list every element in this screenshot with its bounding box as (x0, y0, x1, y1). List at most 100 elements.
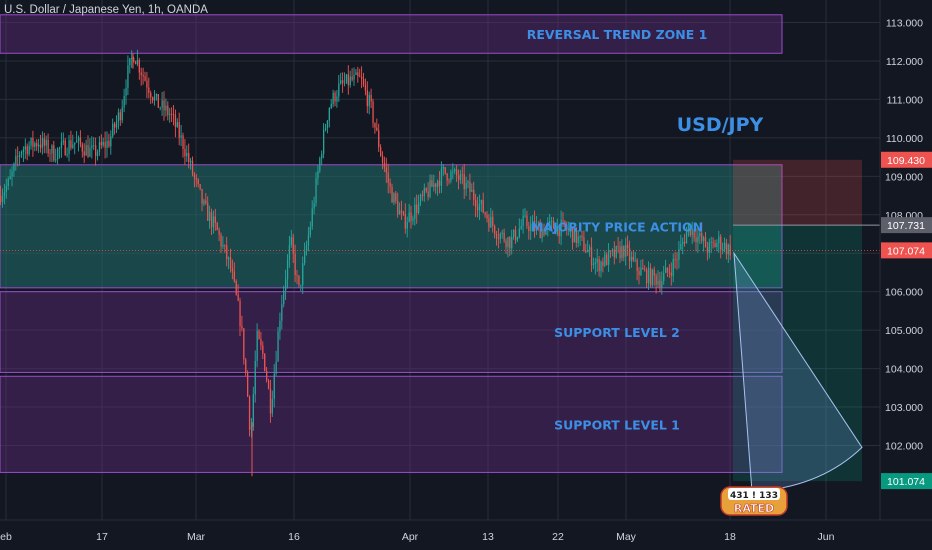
candle-body (62, 140, 64, 143)
candle-body (47, 139, 49, 154)
candle-body (625, 244, 627, 257)
price-badges: 109.430 107.731 107.074 101.074 (881, 151, 932, 490)
candle-body (541, 229, 543, 239)
candle-body (547, 223, 549, 228)
candle-body (91, 145, 93, 148)
candle-body (169, 114, 171, 116)
candle-body (619, 246, 621, 259)
candle-body (210, 212, 213, 228)
candle-body (581, 235, 583, 238)
candle-body (108, 140, 110, 147)
candle-body (0, 195, 2, 203)
candle-body (383, 162, 386, 168)
candle-body (706, 247, 709, 253)
candle-body (209, 212, 211, 221)
candle-body (144, 76, 146, 81)
zone-label: REVERSAL TREND ZONE 1 (527, 27, 708, 42)
candle-body (691, 229, 693, 236)
candle-body (19, 154, 21, 157)
candle-body (182, 135, 184, 149)
candle-body (406, 222, 408, 229)
candle-body (397, 200, 399, 215)
candle-body (552, 221, 555, 229)
time-tick-label: eb (0, 531, 12, 543)
price-tick-label: 109.000 (885, 171, 923, 183)
candle-body (239, 300, 241, 326)
time-tick-label: 17 (96, 531, 108, 543)
candle-body (321, 154, 323, 159)
candle-body (663, 273, 665, 282)
candle-body (442, 167, 444, 169)
time-axis[interactable]: eb 17 Mar 16 Apr 13 22 May 18 Jun (0, 531, 834, 543)
zones-layer (0, 14, 783, 473)
candle-body (507, 237, 509, 248)
candle-body (727, 244, 729, 255)
candle-body (336, 96, 338, 102)
candle-body (687, 224, 690, 232)
time-tick-label: 22 (552, 531, 564, 543)
candle-body (704, 237, 707, 248)
candle-body (520, 225, 522, 229)
candle-body (150, 92, 152, 98)
candle-body (218, 229, 220, 235)
candle-body (347, 74, 349, 86)
candle-body (51, 145, 53, 154)
candle-body (186, 152, 188, 157)
candle-body (197, 179, 199, 185)
candle-body (609, 251, 612, 252)
candle-body (161, 100, 163, 108)
candle-body (380, 147, 382, 156)
candle-body (302, 263, 304, 285)
candle-body (564, 220, 566, 228)
candle-body (459, 174, 462, 180)
candle-body (229, 257, 232, 269)
candle-body (456, 169, 458, 176)
candle-body (342, 80, 344, 84)
candle-body (600, 261, 602, 272)
candle-body (562, 220, 564, 221)
position-tool[interactable] (733, 159, 880, 482)
candle-body (100, 142, 102, 146)
candle-body (359, 76, 361, 77)
candle-body (127, 65, 129, 88)
candle-body (720, 236, 722, 250)
stop-price-badge-bg (881, 151, 932, 168)
candle-body (387, 172, 389, 183)
candle-body (11, 171, 13, 177)
candle-body (630, 256, 633, 261)
candle-body (283, 290, 285, 305)
candle-body (256, 330, 258, 361)
candle-body (313, 203, 315, 209)
take-profit-area (733, 225, 862, 482)
candle-body (212, 216, 215, 228)
candle-body (402, 211, 405, 214)
candle-body (114, 123, 116, 128)
candle-body (685, 231, 688, 244)
candle-body (353, 74, 355, 80)
candle-body (570, 228, 572, 229)
candle-body (121, 107, 123, 121)
price-tick-label: 106.000 (885, 287, 923, 299)
candle-body (340, 80, 342, 84)
candle-body (571, 228, 574, 243)
candle-body (324, 128, 327, 131)
stop-price-badge: 109.430 (887, 155, 925, 167)
candle-body (615, 246, 617, 258)
candle-body (214, 216, 216, 223)
candle-body (412, 218, 414, 221)
zone-box (0, 14, 783, 54)
candle-body (528, 226, 530, 232)
candle-body (389, 182, 391, 187)
candle-body (203, 200, 205, 204)
candle-body (598, 258, 600, 272)
candle-body (70, 140, 72, 148)
candle-body (294, 253, 296, 276)
candle-body (446, 173, 448, 181)
candle-body (152, 97, 154, 101)
candle-body (693, 229, 695, 238)
candle-body (628, 248, 631, 261)
price-tick-label: 104.000 (885, 364, 923, 376)
candle-body (129, 58, 131, 66)
candle-body (250, 426, 253, 430)
